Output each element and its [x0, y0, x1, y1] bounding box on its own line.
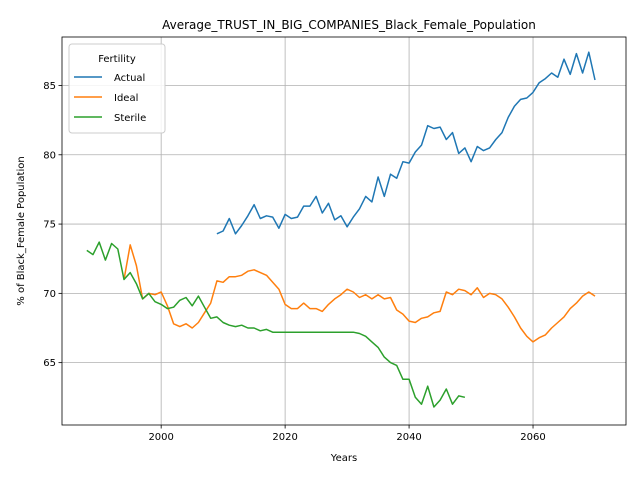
legend-title: Fertility — [98, 54, 136, 65]
legend-label-sterile: Sterile — [114, 113, 146, 124]
grid — [62, 37, 626, 425]
series-line-ideal — [123, 244, 596, 343]
legend-label-actual: Actual — [114, 73, 145, 84]
legend-label-ideal: Ideal — [114, 93, 138, 104]
y-tick-label: 85 — [43, 81, 56, 92]
x-tick-label: 2020 — [272, 432, 297, 443]
axis-ticks: 2000 2020 2040 2060 65 70 75 80 85 — [43, 81, 545, 443]
y-tick-label: 65 — [43, 358, 56, 369]
y-tick-label: 70 — [43, 289, 56, 300]
y-tick-label: 75 — [43, 220, 56, 231]
x-tick-label: 2040 — [396, 432, 421, 443]
plot-frame — [61, 36, 627, 426]
x-axis-label: Years — [330, 453, 357, 464]
series-line-sterile — [86, 241, 466, 408]
x-tick-label: 2000 — [148, 432, 173, 443]
y-axis-label: % of Black_Female Population — [16, 156, 27, 305]
x-tick-label: 2060 — [520, 432, 545, 443]
legend-box — [68, 43, 166, 134]
series-lines — [86, 51, 596, 408]
chart-title: Average_TRUST_IN_BIG_COMPANIES_Black_Fem… — [162, 18, 536, 32]
legend: Fertility Actual Ideal Sterile — [68, 43, 166, 134]
series-line-actual — [216, 51, 596, 235]
y-tick-label: 80 — [43, 150, 56, 161]
